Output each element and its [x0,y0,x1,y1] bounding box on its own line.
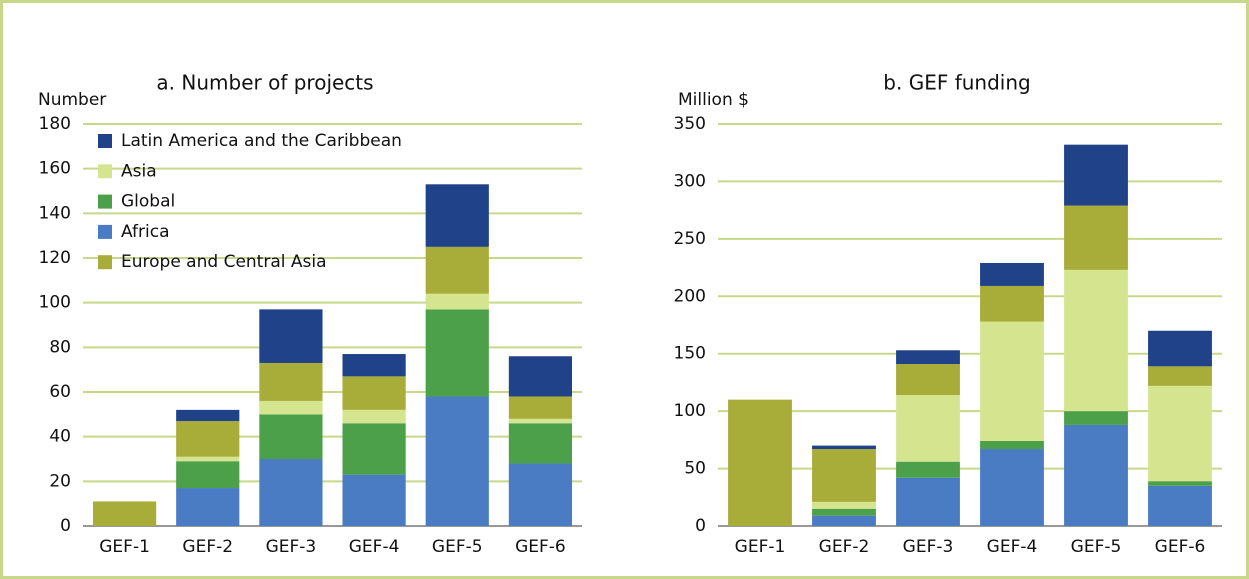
bar-segment [259,459,323,526]
y-tick-label: 250 [674,229,706,249]
bar-segment [896,395,960,462]
bar-segment [812,449,876,502]
x-tick-label: GEF-6 [1155,537,1206,557]
bar-segment [342,376,406,410]
y-tick-label: 350 [674,114,706,134]
bar-segment [425,396,489,526]
x-tick-label: GEF-1 [99,537,150,557]
x-tick-label: GEF-1 [735,537,786,557]
bar-segment [425,184,489,247]
bar-segment [425,293,489,310]
bar-segment [1148,485,1212,526]
bar-segment [176,488,240,526]
x-tick-label: GEF-5 [1071,537,1122,557]
legend-swatch [98,224,112,239]
bar-segment [508,463,573,526]
chart-title: a. Number of projects [156,71,373,95]
y-tick-label: 80 [49,337,71,357]
bar-segment [1148,385,1212,482]
bar-segment [1148,330,1212,367]
bar-segment [1064,411,1128,425]
bar-segment [1064,424,1128,526]
y-tick-label: 120 [39,248,71,268]
bar-segment [1148,481,1212,486]
bar-segment [980,321,1044,442]
bar-segment [259,414,323,459]
legend-swatch [98,194,112,209]
bar-segment [812,445,876,450]
bar-segment [259,309,323,363]
y-tick-label: 60 [49,382,71,402]
bar-segment [92,501,157,526]
x-tick-label: GEF-6 [515,537,566,557]
bar-segment [342,409,406,424]
chart-title: b. GEF funding [883,71,1030,95]
bar-segment [342,474,406,526]
bar-segment [896,350,960,365]
legend-label: Asia [121,161,157,181]
bar-segment [896,461,960,478]
legend-label: Africa [121,222,170,242]
bar-segment [980,285,1044,322]
y-tick-label: 200 [674,286,706,306]
legend-swatch [98,134,112,148]
legend-swatch [98,164,112,179]
bar-segment [342,354,406,377]
bar-segment [176,461,240,489]
y-axis-label: Million $ [678,90,749,110]
legend-label: Europe and Central Asia [121,252,327,272]
y-tick-label: 150 [674,344,706,364]
y-tick-label: 180 [39,114,71,134]
bar-segment [980,441,1044,450]
bar-segment [508,418,573,424]
y-tick-label: 160 [39,159,71,179]
bar-segment [812,508,876,516]
legend-label: Global [121,192,175,212]
bar-segment [980,449,1044,526]
legend-label: Latin America and the Caribbean [121,131,402,151]
bar-segment [896,364,960,396]
bar-segment [176,409,240,422]
y-tick-label: 100 [39,293,71,313]
bar-segment [508,396,573,419]
y-tick-label: 0 [695,516,706,536]
bar-segment [1064,144,1128,206]
bar-segment [508,356,573,397]
x-tick-label: GEF-3 [903,537,954,557]
bar-segment [812,501,876,509]
y-tick-label: 300 [674,171,706,191]
bar-segment [425,309,489,397]
x-tick-label: GEF-2 [819,537,870,557]
x-tick-label: GEF-4 [987,537,1038,557]
y-tick-label: 50 [684,459,706,479]
bar-segment [728,399,792,526]
y-tick-label: 100 [674,401,706,421]
bar-segment [425,246,489,294]
bar-segment [342,423,406,475]
bar-segment [508,423,573,464]
bar-segment [1148,366,1212,386]
y-tick-label: 20 [49,471,71,491]
bar-segment [176,421,240,457]
y-axis-label: Number [38,90,106,110]
x-tick-label: GEF-2 [182,537,233,557]
bar-segment [1064,205,1128,270]
bar-segment [1064,269,1128,412]
bar-segment [980,262,1044,286]
bar-segment [812,515,876,526]
y-tick-label: 0 [60,516,71,536]
bar-segment [259,400,323,415]
x-tick-label: GEF-3 [266,537,317,557]
bar-segment [259,362,323,401]
x-tick-label: GEF-4 [349,537,400,557]
y-tick-label: 140 [39,203,71,223]
bar-segment [896,477,960,526]
y-tick-label: 40 [49,427,71,447]
legend-swatch [98,255,112,270]
x-tick-label: GEF-5 [432,537,483,557]
bar-segment [176,456,240,462]
